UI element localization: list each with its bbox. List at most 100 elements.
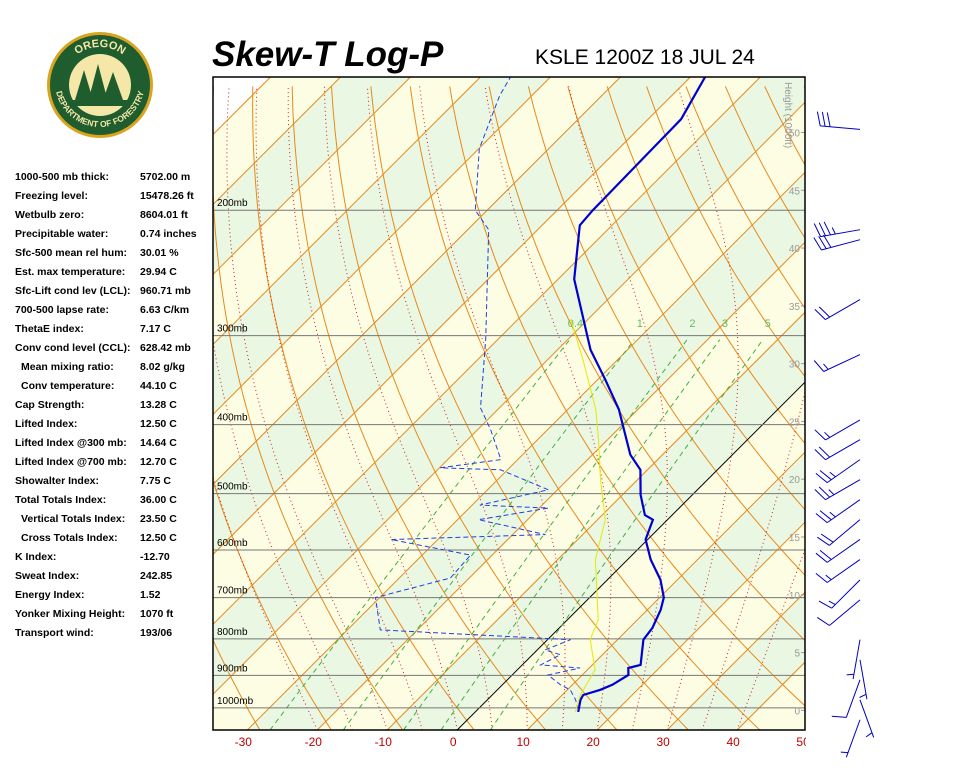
y-tick-label: 400mb [217, 413, 248, 424]
wind-barb [814, 222, 860, 237]
stat-value: 242.85 [140, 570, 172, 582]
stat-value: 193/06 [140, 627, 172, 639]
isotherm [807, 77, 960, 730]
wind-barb [819, 580, 860, 608]
chart-title: Skew-T Log-P [212, 35, 444, 74]
mixing-ratio-label: 1 [637, 318, 643, 330]
stat-value: 7.17 C [140, 323, 171, 335]
height-axis-label: Height (1000ft) [782, 82, 793, 148]
stat-label: Sfc-500 mean rel hum: [15, 247, 127, 259]
wind-barb [847, 640, 860, 679]
mixing-ratio-label: 0.4 [568, 318, 583, 330]
height-tick-label: 5 [794, 649, 800, 660]
stat-value: 15478.26 ft [140, 190, 194, 202]
stat-label: Precipitable water: [15, 228, 108, 240]
stat-label: Sfc-Lift cond lev (LCL): [15, 285, 131, 297]
stat-label: Conv temperature: [21, 380, 114, 392]
temperature-band [807, 77, 960, 730]
stat-label: Wetbulb zero: [15, 209, 84, 221]
stat-value: 30.01 % [140, 247, 179, 259]
stat-value: 1070 ft [140, 608, 174, 620]
wind-barb [816, 539, 860, 562]
height-tick-label: 35 [789, 302, 801, 313]
wind-barb [816, 460, 860, 483]
height-tick-label: 15 [789, 533, 801, 544]
stat-label: 1000-500 mb thick: [15, 171, 109, 183]
stat-value: 1.52 [140, 589, 161, 601]
x-tick-label: -20 [305, 735, 323, 749]
stat-value: 29.94 C [140, 266, 177, 278]
stat-label: Lifted Index @300 mb: [15, 437, 127, 449]
logo: OREGON DEPARTMENT OF FORESTRY [47, 32, 153, 138]
wind-barb [815, 420, 860, 440]
stat-label: K Index: [15, 551, 56, 563]
stat-label: Sweat Index: [15, 570, 79, 582]
y-tick-label: 800mb [217, 627, 248, 638]
stat-label: Mean mixing ratio: [21, 361, 114, 373]
stat-label: Conv cond level (CCL): [15, 342, 131, 354]
wind-barb [815, 300, 860, 320]
wind-barb [832, 680, 860, 718]
wind-barb [816, 560, 860, 583]
stat-label: Est. max temperature: [15, 266, 125, 278]
stat-value: 13.28 C [140, 399, 177, 411]
height-tick-label: 30 [789, 360, 801, 371]
stat-value: 12.50 C [140, 418, 177, 430]
wind-barb [817, 112, 860, 130]
stat-value: 628.42 mb [140, 342, 191, 354]
wind-barb [860, 660, 867, 699]
stat-value: 960.71 mb [140, 285, 191, 297]
stat-label: Cross Totals Index: [21, 532, 118, 544]
wind-barbs [814, 112, 874, 758]
stat-label: Freezing level: [15, 190, 88, 202]
stat-value: 23.50 C [140, 513, 177, 525]
x-tick-label: 10 [517, 735, 531, 749]
mixing-ratio-label: 5 [765, 318, 771, 330]
stat-value: 5702.00 m [140, 171, 190, 183]
x-tick-label: 20 [586, 735, 600, 749]
y-tick-label: 500mb [217, 482, 248, 493]
stat-value: 44.10 C [140, 380, 177, 392]
height-tick-label: 45 [789, 186, 801, 197]
wind-barb [814, 355, 860, 372]
y-tick-label: 300mb [217, 324, 248, 335]
stat-label: Transport wind: [15, 627, 94, 639]
stat-label: Energy Index: [15, 589, 84, 601]
x-tick-label: -10 [375, 735, 393, 749]
stat-value: 8604.01 ft [140, 209, 188, 221]
wind-barb [814, 235, 860, 250]
wind-barb [815, 480, 860, 500]
y-tick-label: 200mb [217, 198, 248, 209]
stat-label: Lifted Index @700 mb: [15, 456, 127, 468]
y-tick-label: 900mb [217, 663, 248, 674]
stat-label: Lifted Index: [15, 418, 77, 430]
stat-value: 6.63 C/km [140, 304, 189, 316]
y-tick-label: 700mb [217, 586, 248, 597]
stat-value: 14.64 C [140, 437, 177, 449]
stat-value: 8.02 g/kg [140, 361, 185, 373]
dry-adiabat [844, 86, 960, 730]
stat-label: Total Totals Index: [15, 494, 106, 506]
wind-barb [816, 500, 860, 523]
x-tick-label: 0 [450, 735, 457, 749]
stat-value: -12.70 [140, 551, 170, 563]
y-tick-label: 1000mb [217, 696, 254, 707]
mixing-ratio-label: 3 [722, 318, 728, 330]
stat-value: 0.74 inches [140, 228, 197, 240]
chart-subtitle: KSLE 1200Z 18 JUL 24 [535, 46, 755, 69]
wind-barb [860, 700, 874, 738]
logo-ground [72, 100, 128, 106]
stat-value: 12.70 C [140, 456, 177, 468]
height-tick-label: 20 [789, 475, 801, 486]
y-tick-label: 600mb [217, 538, 248, 549]
stat-label: Showalter Index: [15, 475, 99, 487]
height-tick-label: 40 [789, 244, 801, 255]
stat-label: 700-500 lapse rate: [15, 304, 109, 316]
stat-value: 12.50 C [140, 532, 177, 544]
height-tick-label: 0 [794, 706, 800, 717]
wind-barb [817, 520, 860, 546]
stat-value: 36.00 C [140, 494, 177, 506]
stats-table: 1000-500 mb thick: 5702.00 m Freezing leve… [15, 171, 197, 639]
